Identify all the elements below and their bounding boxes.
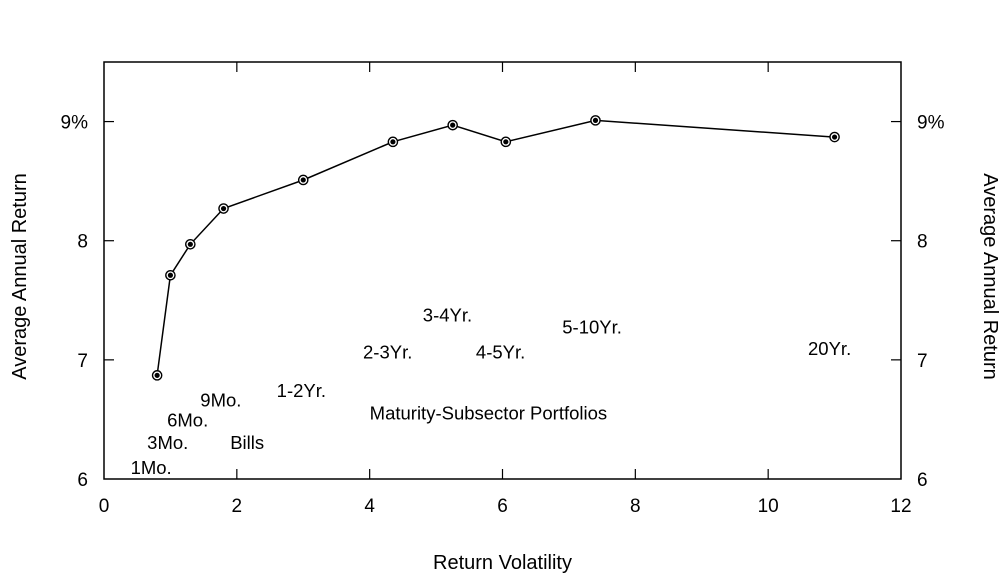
y-tick-label-right: 6: [917, 470, 928, 491]
annotation-label: 3Mo.: [147, 432, 188, 453]
data-point: [500, 136, 512, 148]
x-tick-label: 0: [99, 496, 110, 517]
annotation-label: 2-3Yr.: [363, 342, 412, 363]
data-point: [590, 115, 601, 126]
data-point: [829, 131, 840, 143]
y-tick-label-left: 6: [77, 470, 88, 491]
x-axis-label: Return Volatility: [433, 552, 572, 574]
data-point: [185, 238, 196, 250]
annotation-label: 1Mo.: [131, 457, 172, 478]
annotation-label: 4-5Yr.: [476, 342, 525, 363]
y-axis-label-right: Average Annual Return: [979, 173, 1001, 379]
data-point: [151, 370, 163, 381]
series-line: [156, 119, 835, 376]
annotation-label: Bills: [230, 432, 264, 453]
x-tick-label: 4: [364, 496, 375, 517]
x-tick-label: 2: [232, 496, 243, 517]
annotations: 1Mo. 3Mo.6Mo.9Mo. Bills 1-2Yr. 2-3Yr. 3-4Yr.4…: [131, 305, 852, 479]
axis-ticks: [104, 62, 901, 479]
x-tick-label: 8: [630, 496, 641, 517]
x-tick-label: 6: [497, 496, 508, 517]
annotation-label: 9Mo.: [200, 389, 241, 410]
annotation-label: 6Mo.: [167, 410, 208, 431]
data-point: [165, 269, 176, 281]
axis-tick-labels: 0 2 4 6 8 10 12 6 6 7 7 8 8 9% 9%: [61, 113, 945, 517]
y-tick-label-left: 7: [77, 351, 88, 372]
annotation-label: 20Yr.: [808, 338, 851, 359]
y-tick-label-right: 9%: [917, 113, 945, 134]
y-tick-label-left: 8: [77, 232, 88, 253]
y-tick-label-right: 7: [917, 351, 928, 372]
data-point: [297, 174, 309, 186]
y-axis-label-left: Average Annual Return: [9, 173, 31, 379]
data-point: [218, 203, 229, 214]
annotation-label: 5-10Yr.: [562, 317, 622, 338]
annotation-label: Maturity-Subsector Portfolios: [370, 402, 608, 423]
x-tick-label: 12: [890, 496, 911, 517]
y-tick-label-right: 8: [917, 232, 928, 253]
data-point: [387, 136, 399, 148]
x-tick-label: 10: [758, 496, 779, 517]
data-point: [447, 119, 458, 131]
y-tick-label-left: 9%: [61, 113, 89, 134]
annotation-label: 1-2Yr.: [277, 380, 326, 401]
annotation-label: 3-4Yr.: [423, 305, 472, 326]
series-markers: [151, 115, 840, 381]
